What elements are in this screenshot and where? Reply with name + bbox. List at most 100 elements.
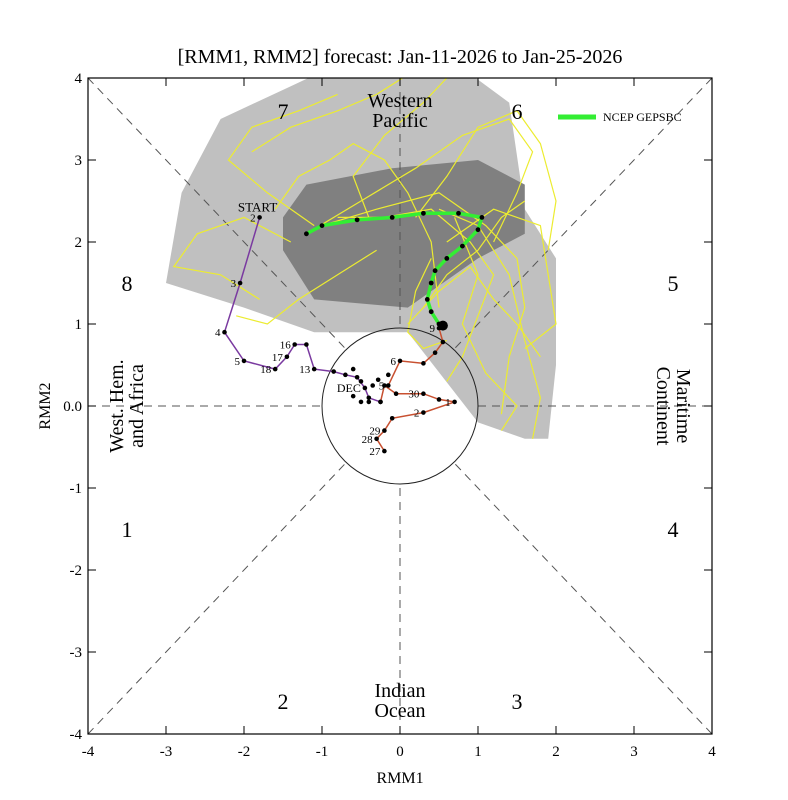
region-label: Indian [374, 680, 425, 702]
x-tick-label: -4 [82, 744, 95, 760]
observed-point [222, 329, 227, 335]
observed-point [284, 354, 290, 360]
observed-day-label: 30 [408, 389, 420, 401]
observed-point [421, 410, 426, 415]
observed-point [354, 375, 360, 380]
start-label: START [238, 199, 277, 214]
observed-point [358, 379, 364, 384]
observed-point [343, 372, 348, 378]
observed-point [378, 399, 383, 405]
observed-day-label: 1 [445, 397, 451, 409]
region-label: Continent [652, 367, 674, 446]
observed-point [366, 399, 372, 405]
observed-point [421, 391, 426, 397]
y-tick-label: 4 [75, 71, 83, 87]
observed-point [374, 436, 379, 442]
observed-point [241, 358, 247, 364]
observed-day-label: 2 [250, 212, 256, 224]
y-tick-label: -3 [70, 645, 83, 661]
observed-point [386, 372, 391, 378]
phase-label: 1 [122, 517, 133, 542]
observed-point [362, 385, 368, 391]
phase-label: 3 [512, 689, 523, 714]
observed-day-label: 18 [260, 364, 272, 376]
x-axis-label: RMM1 [376, 770, 423, 787]
observed-point [331, 369, 337, 374]
ensemble-member-line [251, 78, 404, 153]
observed-point [389, 416, 395, 421]
ensemble-member-line [352, 78, 448, 218]
observed-day-label: 27 [369, 446, 381, 458]
observed-point [375, 377, 381, 383]
ensemble-member-line [306, 118, 534, 243]
phase-label: 4 [668, 517, 679, 542]
observed-recent-line [387, 327, 444, 386]
observed-point [350, 366, 356, 372]
legend: NCEP GEPSBC [558, 110, 682, 124]
ensemble-member-line [236, 249, 377, 325]
forecast-point [389, 215, 395, 220]
forecast-point [460, 243, 465, 249]
observed-point [358, 399, 364, 405]
observed-point [393, 391, 399, 397]
region-label: Ocean [374, 700, 425, 722]
forecast-point [479, 215, 485, 220]
ensemble-member-line [407, 258, 447, 350]
region-label: West. Hem. [106, 359, 128, 452]
diagonal-line [88, 78, 345, 349]
observed-day-label: 9 [430, 323, 436, 335]
y-tick-label: 0.0 [63, 399, 82, 415]
observed-day-label: 4 [215, 327, 221, 339]
observed-day-label: 16 [280, 340, 292, 352]
phase-label: 2 [278, 689, 289, 714]
forecast-point [319, 223, 325, 229]
ensemble-member-line [446, 208, 557, 350]
forecast-point [421, 210, 426, 216]
x-tick-label: -3 [160, 744, 173, 760]
y-tick-label: -4 [70, 727, 83, 743]
y-tick-label: -1 [70, 481, 83, 497]
forecast-point [354, 217, 360, 223]
observed-day-label: 5 [379, 381, 385, 393]
observed-point [436, 397, 442, 402]
ensemble-member-line [274, 142, 440, 308]
observed-point [350, 393, 356, 399]
ensemble-member-line [422, 200, 526, 308]
observed-point [397, 358, 403, 364]
observed-point [292, 342, 298, 347]
x-tick-label: 0 [396, 744, 404, 760]
y-tick-label: 3 [75, 153, 83, 169]
forecast-point [424, 297, 430, 302]
phase-label: 7 [278, 99, 289, 124]
observed-point [382, 383, 387, 388]
x-tick-label: 2 [552, 744, 560, 760]
phase-label: 6 [512, 99, 523, 124]
observed-point [257, 215, 262, 220]
diagonal-line [88, 463, 345, 734]
region-label: Pacific [372, 110, 428, 132]
phase-label: 8 [122, 271, 133, 296]
ensemble-member-line [438, 208, 542, 439]
observed-day-label: 17 [272, 352, 284, 364]
x-tick-label: 3 [630, 744, 638, 760]
observed-point [304, 342, 309, 347]
observed-point [386, 383, 391, 388]
forecast-point [456, 210, 461, 216]
observed-point [311, 366, 317, 372]
current-point [437, 320, 448, 331]
observed-point [432, 350, 438, 356]
observed-day-label: 28 [362, 434, 374, 446]
observed-day-label: DEC [337, 381, 361, 395]
observed-day-label: 13 [299, 364, 311, 376]
observed-point [366, 395, 372, 401]
region-label: and Africa [126, 364, 148, 448]
observed-point [382, 448, 387, 454]
ensemble-member-line [321, 192, 526, 415]
forecast-point [428, 280, 434, 286]
diagonal-line [455, 78, 712, 349]
diagonal-line [455, 463, 712, 734]
observed-point [452, 399, 457, 405]
phase-label: 5 [668, 271, 679, 296]
